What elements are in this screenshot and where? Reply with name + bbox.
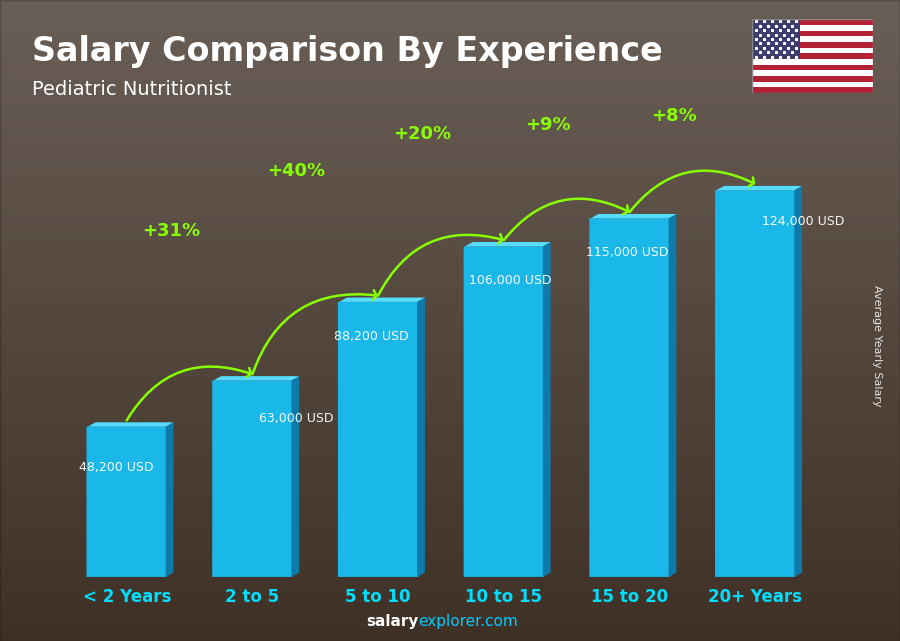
Polygon shape: [795, 186, 802, 577]
Polygon shape: [292, 376, 299, 577]
Text: +8%: +8%: [651, 107, 697, 125]
FancyBboxPatch shape: [212, 381, 292, 577]
Text: Salary Comparison By Experience: Salary Comparison By Experience: [32, 35, 662, 68]
Polygon shape: [543, 242, 551, 577]
Bar: [752, 25, 873, 31]
Text: 88,200 USD: 88,200 USD: [334, 330, 409, 343]
Polygon shape: [716, 186, 802, 190]
Text: +40%: +40%: [267, 162, 326, 180]
Text: 63,000 USD: 63,000 USD: [258, 412, 333, 424]
Text: explorer.com: explorer.com: [418, 615, 518, 629]
Bar: [752, 81, 873, 87]
Bar: [752, 19, 800, 59]
Polygon shape: [669, 214, 676, 577]
Text: +9%: +9%: [525, 116, 571, 134]
Bar: [752, 31, 873, 37]
Text: 48,200 USD: 48,200 USD: [79, 461, 153, 474]
Polygon shape: [417, 297, 425, 577]
Bar: [752, 65, 873, 71]
Bar: [752, 53, 873, 59]
Bar: [752, 71, 873, 76]
Text: salary: salary: [366, 615, 418, 629]
Bar: [752, 37, 873, 42]
FancyBboxPatch shape: [338, 302, 418, 577]
Polygon shape: [590, 214, 676, 219]
FancyBboxPatch shape: [716, 190, 796, 577]
FancyBboxPatch shape: [464, 246, 544, 577]
Bar: [752, 42, 873, 47]
Bar: [752, 47, 873, 53]
Polygon shape: [87, 422, 174, 427]
Text: +31%: +31%: [141, 222, 200, 240]
Polygon shape: [166, 422, 174, 577]
Bar: [752, 59, 873, 65]
Text: 115,000 USD: 115,000 USD: [586, 246, 668, 260]
FancyBboxPatch shape: [86, 427, 166, 577]
Text: Pediatric Nutritionist: Pediatric Nutritionist: [32, 80, 231, 99]
Text: 106,000 USD: 106,000 USD: [469, 274, 551, 287]
Bar: [752, 76, 873, 81]
Text: Average Yearly Salary: Average Yearly Salary: [872, 285, 883, 407]
Bar: [752, 19, 873, 25]
Text: +20%: +20%: [393, 126, 451, 144]
Bar: [752, 87, 873, 93]
FancyBboxPatch shape: [590, 219, 670, 577]
Polygon shape: [339, 297, 425, 302]
Polygon shape: [213, 376, 299, 381]
Polygon shape: [465, 242, 551, 246]
Text: 124,000 USD: 124,000 USD: [761, 215, 844, 228]
